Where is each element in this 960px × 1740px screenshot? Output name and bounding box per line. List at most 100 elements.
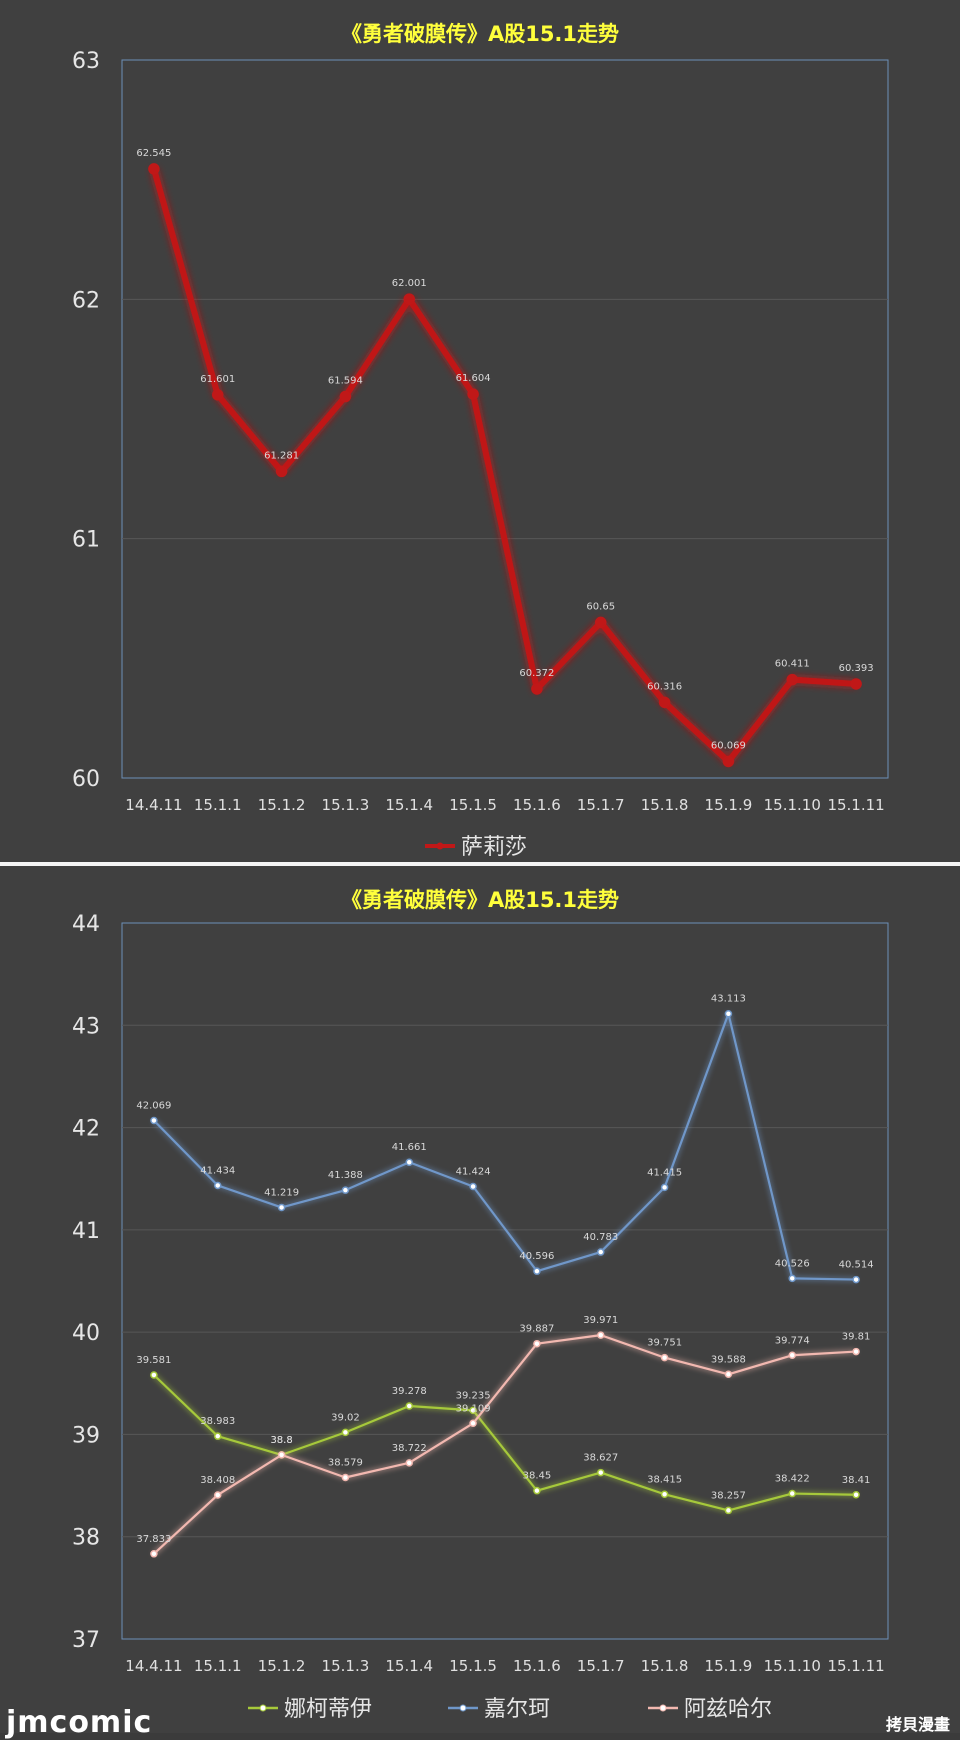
data-label: 38.257: [711, 1490, 746, 1501]
x-tick-label: 15.1.11: [827, 1657, 884, 1675]
data-label: 39.581: [136, 1355, 171, 1366]
data-label: 39.751: [647, 1338, 682, 1349]
y-tick-label: 40: [72, 1321, 100, 1346]
data-point: [533, 1486, 541, 1495]
data-point: [660, 1490, 669, 1499]
series-line-1: [153, 1374, 857, 1512]
data-point: [275, 465, 288, 478]
data-point: [212, 389, 224, 401]
data-point: [850, 678, 862, 690]
data-point: [597, 1248, 605, 1256]
data-label: 41.661: [392, 1142, 427, 1153]
legend-label: 嘉尔珂: [484, 1697, 550, 1722]
chart-bottom-svg: 37 38 39 40 41 42 43 44 14.4.11 15.1.1 15.1.2 15.1.…: [72, 912, 889, 1722]
data-point: [277, 1451, 286, 1459]
data-label: 40.596: [519, 1251, 554, 1262]
data-label: 39.235: [456, 1390, 491, 1401]
y-tick-label: 62: [72, 288, 100, 313]
data-label: 60.069: [711, 740, 746, 751]
plot-area: [121, 922, 889, 1640]
legend-label: 萨莉莎: [461, 835, 527, 860]
data-point: [341, 1473, 350, 1482]
plot-area: [121, 59, 889, 779]
data-label: 40.514: [839, 1260, 874, 1271]
data-label: 38.8: [270, 1435, 292, 1446]
x-tick-label: 15.1.4: [385, 1657, 433, 1675]
data-label: 38.45: [523, 1471, 552, 1482]
x-tick-label: 15.1.3: [322, 1657, 370, 1675]
chart-panel-bottom: 《勇者破膜传》A股15.1走势 37 38 39 40 41 42 43 44 14.4.11 1…: [0, 866, 960, 1733]
data-label: 61.594: [328, 376, 363, 387]
x-tick-label: 15.1.7: [577, 796, 625, 814]
x-tick-label: 15.1.1: [194, 1657, 242, 1675]
data-label: 62.545: [136, 148, 171, 159]
y-tick-label: 37: [72, 1628, 100, 1653]
x-tick-label: 14.4.11: [125, 796, 182, 814]
data-point: [597, 1331, 605, 1339]
data-point: [469, 1406, 477, 1415]
y-tick-label: 39: [72, 1423, 100, 1448]
legend-label: 阿兹哈尔: [684, 1697, 772, 1722]
data-label: 60.372: [519, 668, 554, 679]
x-tick-label: 15.1.8: [641, 796, 689, 814]
watermark-logo: jmcomic: [6, 1705, 153, 1740]
data-point: [533, 1267, 541, 1275]
data-point: [852, 1275, 860, 1284]
data-point: [852, 1491, 860, 1499]
x-tick-label: 15.1.2: [258, 1657, 306, 1675]
data-point: [150, 1116, 158, 1125]
data-point: [786, 673, 798, 686]
data-label: 62.001: [392, 278, 427, 289]
x-tick-label: 15.1.10: [764, 1657, 821, 1675]
data-label: 38.8: [270, 1435, 292, 1446]
data-point: [214, 1181, 222, 1190]
legend-label: 娜柯蒂伊: [284, 1697, 372, 1722]
y-tick-label: 44: [72, 912, 100, 937]
data-point: [660, 1353, 669, 1362]
data-label: 40.526: [775, 1258, 810, 1269]
x-tick-label: 15.1.1: [194, 796, 242, 814]
series-line-2: [153, 1012, 857, 1281]
x-tick-label: 15.1.10: [764, 796, 821, 814]
x-tick-label: 15.1.5: [449, 1657, 497, 1675]
data-label: 39.887: [519, 1324, 554, 1335]
x-tick-label: 15.1.11: [827, 796, 884, 814]
data-label: 41.415: [647, 1167, 682, 1178]
data-point: [467, 388, 479, 400]
data-point: [788, 1351, 796, 1360]
data-point: [724, 1009, 733, 1018]
data-label: 60.411: [775, 659, 810, 670]
data-point: [341, 1428, 350, 1437]
data-label: 60.393: [839, 663, 874, 674]
data-point: [403, 293, 415, 305]
data-label: 41.219: [264, 1187, 299, 1198]
data-point: [405, 1158, 413, 1166]
copy-mark: 拷貝漫畫: [885, 1715, 950, 1734]
data-label: 41.434: [200, 1165, 235, 1176]
data-point: [533, 1339, 541, 1348]
y-tick-label: 63: [72, 49, 100, 74]
series-line-1: [151, 168, 857, 765]
data-label: 42.069: [136, 1101, 171, 1112]
data-point: [214, 1491, 222, 1499]
data-label: 61.604: [456, 373, 491, 384]
legend-marker: [659, 1704, 667, 1712]
data-point: [341, 1186, 350, 1194]
x-tick-label: 15.1.4: [385, 796, 433, 814]
x-tick-label: 15.1.9: [705, 1657, 753, 1675]
data-label: 39.81: [842, 1332, 871, 1343]
chart-panel-top: 《勇者破膜传》A股15.1走势 60 61 62 63 14.4.11 15.1.1 15.…: [0, 0, 960, 864]
data-point: [660, 1183, 669, 1192]
data-point: [214, 1432, 222, 1440]
data-point: [531, 683, 543, 695]
data-label: 39.774: [775, 1335, 810, 1346]
data-point: [469, 1182, 477, 1191]
data-point: [788, 1274, 796, 1283]
data-point: [724, 1370, 733, 1379]
chart-title: 《勇者破膜传》A股15.1走势: [340, 888, 620, 912]
data-point: [852, 1347, 860, 1356]
data-label: 38.41: [842, 1475, 871, 1486]
x-tick-label: 15.1.6: [513, 1657, 561, 1675]
chart-top-svg: 60 61 62 63 14.4.11 15.1.1 15.1.2 15.1.3 15.1.4 1…: [72, 49, 889, 860]
data-label: 38.408: [200, 1475, 235, 1486]
